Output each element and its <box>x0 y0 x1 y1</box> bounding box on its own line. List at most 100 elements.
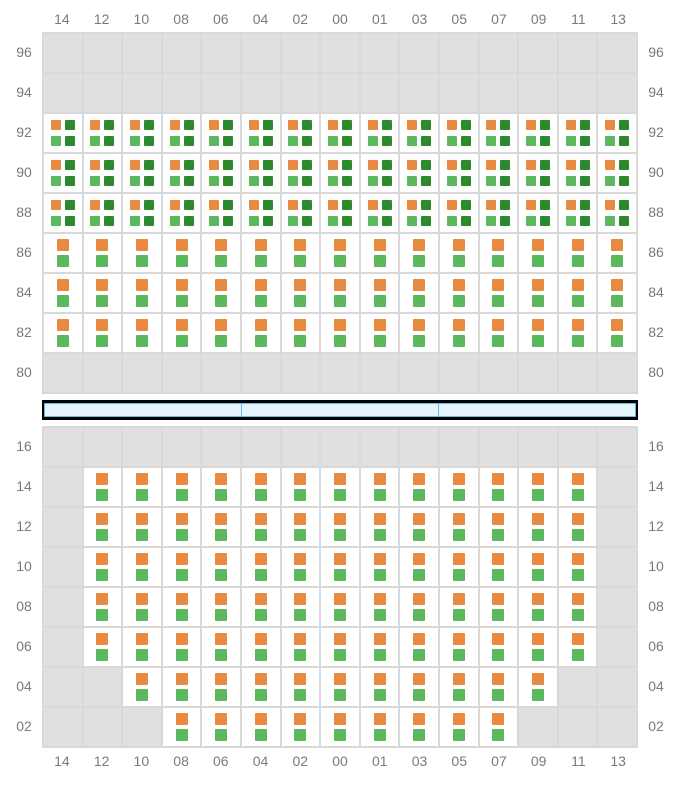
cell[interactable] <box>162 587 202 627</box>
cell[interactable] <box>518 193 558 233</box>
cell[interactable] <box>360 193 400 233</box>
cell[interactable] <box>518 507 558 547</box>
cell[interactable] <box>201 193 241 233</box>
cell[interactable] <box>83 587 123 627</box>
cell[interactable] <box>281 667 321 707</box>
cell[interactable] <box>320 313 360 353</box>
cell[interactable] <box>201 273 241 313</box>
cell[interactable] <box>360 627 400 667</box>
cell[interactable] <box>518 313 558 353</box>
cell[interactable] <box>201 667 241 707</box>
cell[interactable] <box>162 667 202 707</box>
cell[interactable] <box>241 587 281 627</box>
cell[interactable] <box>479 507 519 547</box>
cell[interactable] <box>360 547 400 587</box>
cell[interactable] <box>518 587 558 627</box>
cell[interactable] <box>122 273 162 313</box>
cell[interactable] <box>399 233 439 273</box>
cell[interactable] <box>201 707 241 747</box>
cell[interactable] <box>241 707 281 747</box>
cell[interactable] <box>122 113 162 153</box>
cell[interactable] <box>518 467 558 507</box>
cell[interactable] <box>201 507 241 547</box>
cell[interactable] <box>558 507 598 547</box>
cell[interactable] <box>479 273 519 313</box>
cell[interactable] <box>518 113 558 153</box>
cell[interactable] <box>162 627 202 667</box>
cell[interactable] <box>162 273 202 313</box>
cell[interactable] <box>281 507 321 547</box>
cell[interactable] <box>439 113 479 153</box>
cell[interactable] <box>439 193 479 233</box>
cell[interactable] <box>439 233 479 273</box>
cell[interactable] <box>518 667 558 707</box>
cell[interactable] <box>320 153 360 193</box>
cell[interactable] <box>201 587 241 627</box>
cell[interactable] <box>360 587 400 627</box>
cell[interactable] <box>83 627 123 667</box>
cell[interactable] <box>241 507 281 547</box>
cell[interactable] <box>241 467 281 507</box>
cell[interactable] <box>241 233 281 273</box>
cell[interactable] <box>281 193 321 233</box>
cell[interactable] <box>162 233 202 273</box>
cell[interactable] <box>399 627 439 667</box>
cell[interactable] <box>320 113 360 153</box>
cell[interactable] <box>320 273 360 313</box>
cell[interactable] <box>399 507 439 547</box>
cell[interactable] <box>320 667 360 707</box>
cell[interactable] <box>479 667 519 707</box>
cell[interactable] <box>399 313 439 353</box>
cell[interactable] <box>241 273 281 313</box>
cell[interactable] <box>122 547 162 587</box>
cell[interactable] <box>281 233 321 273</box>
cell[interactable] <box>281 467 321 507</box>
cell[interactable] <box>479 313 519 353</box>
cell[interactable] <box>83 113 123 153</box>
cell[interactable] <box>479 707 519 747</box>
cell[interactable] <box>162 467 202 507</box>
cell[interactable] <box>597 313 637 353</box>
cell[interactable] <box>83 547 123 587</box>
cell[interactable] <box>360 113 400 153</box>
cell[interactable] <box>281 627 321 667</box>
cell[interactable] <box>558 233 598 273</box>
cell[interactable] <box>360 273 400 313</box>
cell[interactable] <box>558 113 598 153</box>
cell[interactable] <box>479 627 519 667</box>
cell[interactable] <box>558 273 598 313</box>
cell[interactable] <box>162 547 202 587</box>
cell[interactable] <box>241 193 281 233</box>
cell[interactable] <box>281 707 321 747</box>
cell[interactable] <box>439 153 479 193</box>
cell[interactable] <box>241 627 281 667</box>
cell[interactable] <box>360 707 400 747</box>
cell[interactable] <box>241 547 281 587</box>
cell[interactable] <box>83 507 123 547</box>
cell[interactable] <box>439 313 479 353</box>
cell[interactable] <box>360 467 400 507</box>
cell[interactable] <box>399 113 439 153</box>
cell[interactable] <box>162 313 202 353</box>
cell[interactable] <box>360 507 400 547</box>
cell[interactable] <box>439 507 479 547</box>
cell[interactable] <box>201 313 241 353</box>
cell[interactable] <box>479 587 519 627</box>
cell[interactable] <box>122 233 162 273</box>
cell[interactable] <box>399 467 439 507</box>
cell[interactable] <box>399 707 439 747</box>
cell[interactable] <box>320 587 360 627</box>
cell[interactable] <box>518 273 558 313</box>
cell[interactable] <box>558 627 598 667</box>
cell[interactable] <box>122 313 162 353</box>
cell[interactable] <box>83 193 123 233</box>
cell[interactable] <box>360 153 400 193</box>
cell[interactable] <box>558 467 598 507</box>
cell[interactable] <box>241 667 281 707</box>
cell[interactable] <box>83 273 123 313</box>
cell[interactable] <box>122 153 162 193</box>
cell[interactable] <box>201 467 241 507</box>
cell[interactable] <box>162 707 202 747</box>
cell[interactable] <box>597 273 637 313</box>
cell[interactable] <box>320 467 360 507</box>
